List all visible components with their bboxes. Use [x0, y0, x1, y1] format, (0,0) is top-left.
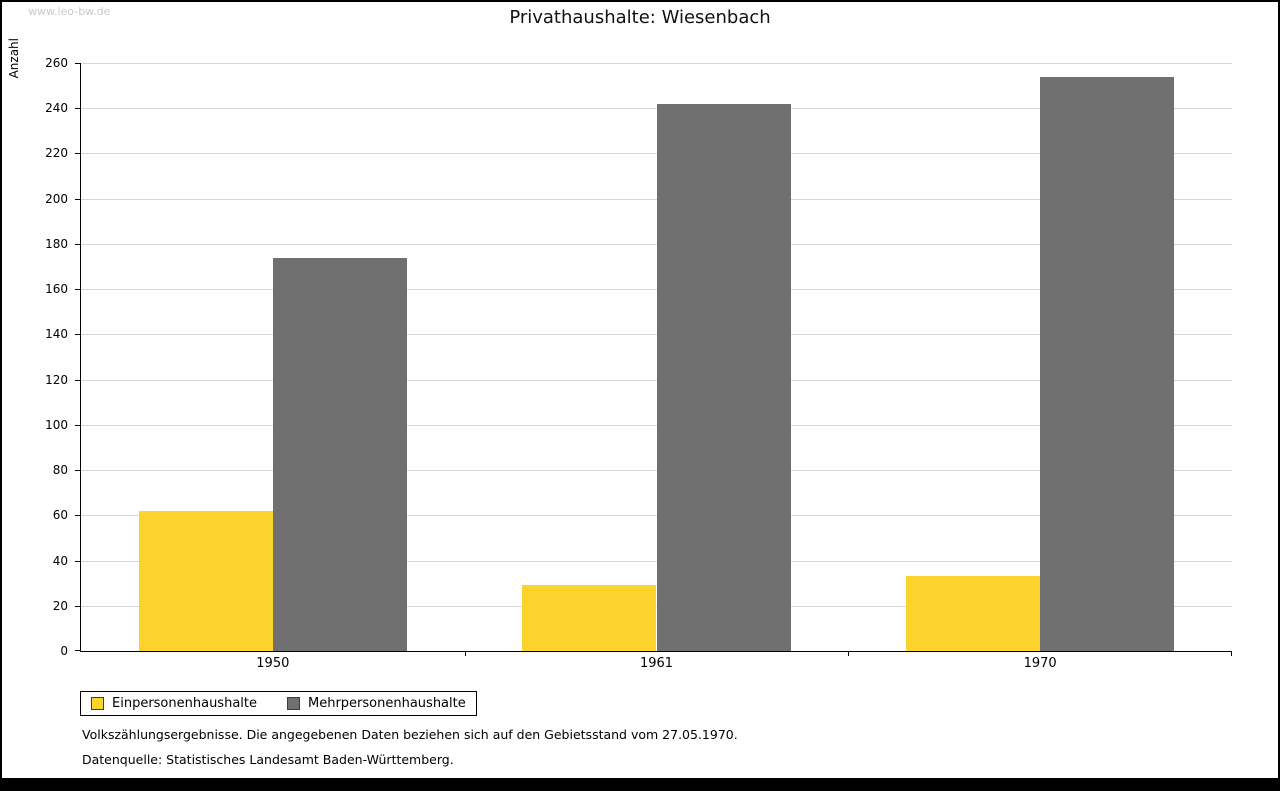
bar-mehrpersonenhaushalte-1961	[656, 103, 791, 651]
footnote-data-source: Datenquelle: Statistisches Landesamt Bad…	[82, 752, 454, 767]
y-tick-mark	[75, 605, 81, 607]
bar-mehrpersonenhaushalte-1970	[1040, 76, 1175, 651]
y-tick-label: 260	[45, 56, 68, 70]
bottom-border-bar	[2, 778, 1278, 789]
y-axis-labels: 0 20 40 60 80 100 120 140 160 180 200 220 240 260	[2, 56, 72, 658]
x-tick-mark	[464, 651, 466, 656]
y-tick-label: 160	[45, 282, 68, 297]
y-tick-mark	[75, 289, 81, 291]
y-tick-mark	[75, 515, 81, 517]
watermark: www.leo-bw.de	[28, 5, 111, 18]
x-tick-mark	[1231, 651, 1232, 656]
bar-einpersonenhaushalte-1961	[522, 585, 657, 651]
y-tick-label: 180	[45, 236, 68, 251]
gridline	[81, 63, 1232, 64]
legend-item: Mehrpersonenhaushalte	[287, 696, 466, 711]
bar-einpersonenhaushalte-1950	[138, 510, 273, 651]
y-tick-mark	[75, 63, 81, 64]
y-tick-mark	[75, 334, 81, 336]
x-category-label: 1961	[639, 656, 674, 671]
y-tick-mark	[75, 108, 81, 110]
y-tick-label: 220	[45, 146, 68, 161]
bar-einpersonenhaushalte-1970	[905, 576, 1041, 651]
legend-swatch-einpersonenhaushalte	[91, 697, 104, 710]
y-tick-label: 120	[45, 372, 68, 387]
y-tick-label: 60	[52, 508, 68, 523]
legend: Einpersonenhaushalte Mehrpersonenhaushal…	[80, 691, 477, 716]
legend-label-einpersonenhaushalte: Einpersonenhaushalte	[112, 696, 257, 711]
x-category-label: 1970	[1023, 656, 1057, 671]
bar-mehrpersonenhaushalte-1950	[272, 257, 408, 651]
y-tick-label: 200	[45, 191, 68, 206]
y-tick-label: 100	[45, 417, 68, 432]
y-tick-label: 240	[45, 101, 68, 116]
y-tick-mark	[75, 560, 81, 562]
y-tick-mark	[75, 650, 81, 651]
y-tick-label: 80	[52, 463, 68, 478]
plot-area: 1950 1961 1970	[75, 63, 1232, 671]
y-tick-label: 0	[60, 644, 68, 658]
y-tick-label: 140	[45, 327, 68, 342]
y-tick-mark	[75, 470, 81, 472]
legend-swatch-mehrpersonenhaushalte	[287, 697, 300, 710]
y-tick-label: 20	[52, 598, 68, 613]
y-tick-mark	[75, 198, 81, 200]
legend-item: Einpersonenhaushalte	[91, 696, 257, 711]
footnote-census-note: Volkszählungsergebnisse. Die angegebenen…	[82, 727, 738, 742]
y-tick-mark	[75, 379, 81, 381]
y-tick-mark	[75, 153, 81, 155]
chart-title: Privathaushalte: Wiesenbach	[509, 7, 771, 28]
y-tick-mark	[75, 243, 81, 245]
x-tick-mark	[848, 651, 850, 656]
x-category-label: 1950	[256, 656, 290, 671]
y-tick-mark	[75, 424, 81, 426]
legend-label-mehrpersonenhaushalte: Mehrpersonenhaushalte	[308, 696, 466, 711]
y-tick-label: 40	[52, 553, 68, 568]
